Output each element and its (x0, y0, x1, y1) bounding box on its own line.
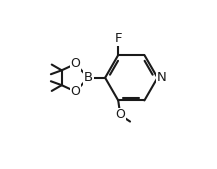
Text: O: O (71, 57, 81, 70)
Text: O: O (71, 85, 81, 98)
Text: O: O (115, 108, 125, 121)
Text: B: B (84, 71, 93, 84)
Text: F: F (115, 32, 122, 45)
Text: N: N (157, 71, 167, 84)
